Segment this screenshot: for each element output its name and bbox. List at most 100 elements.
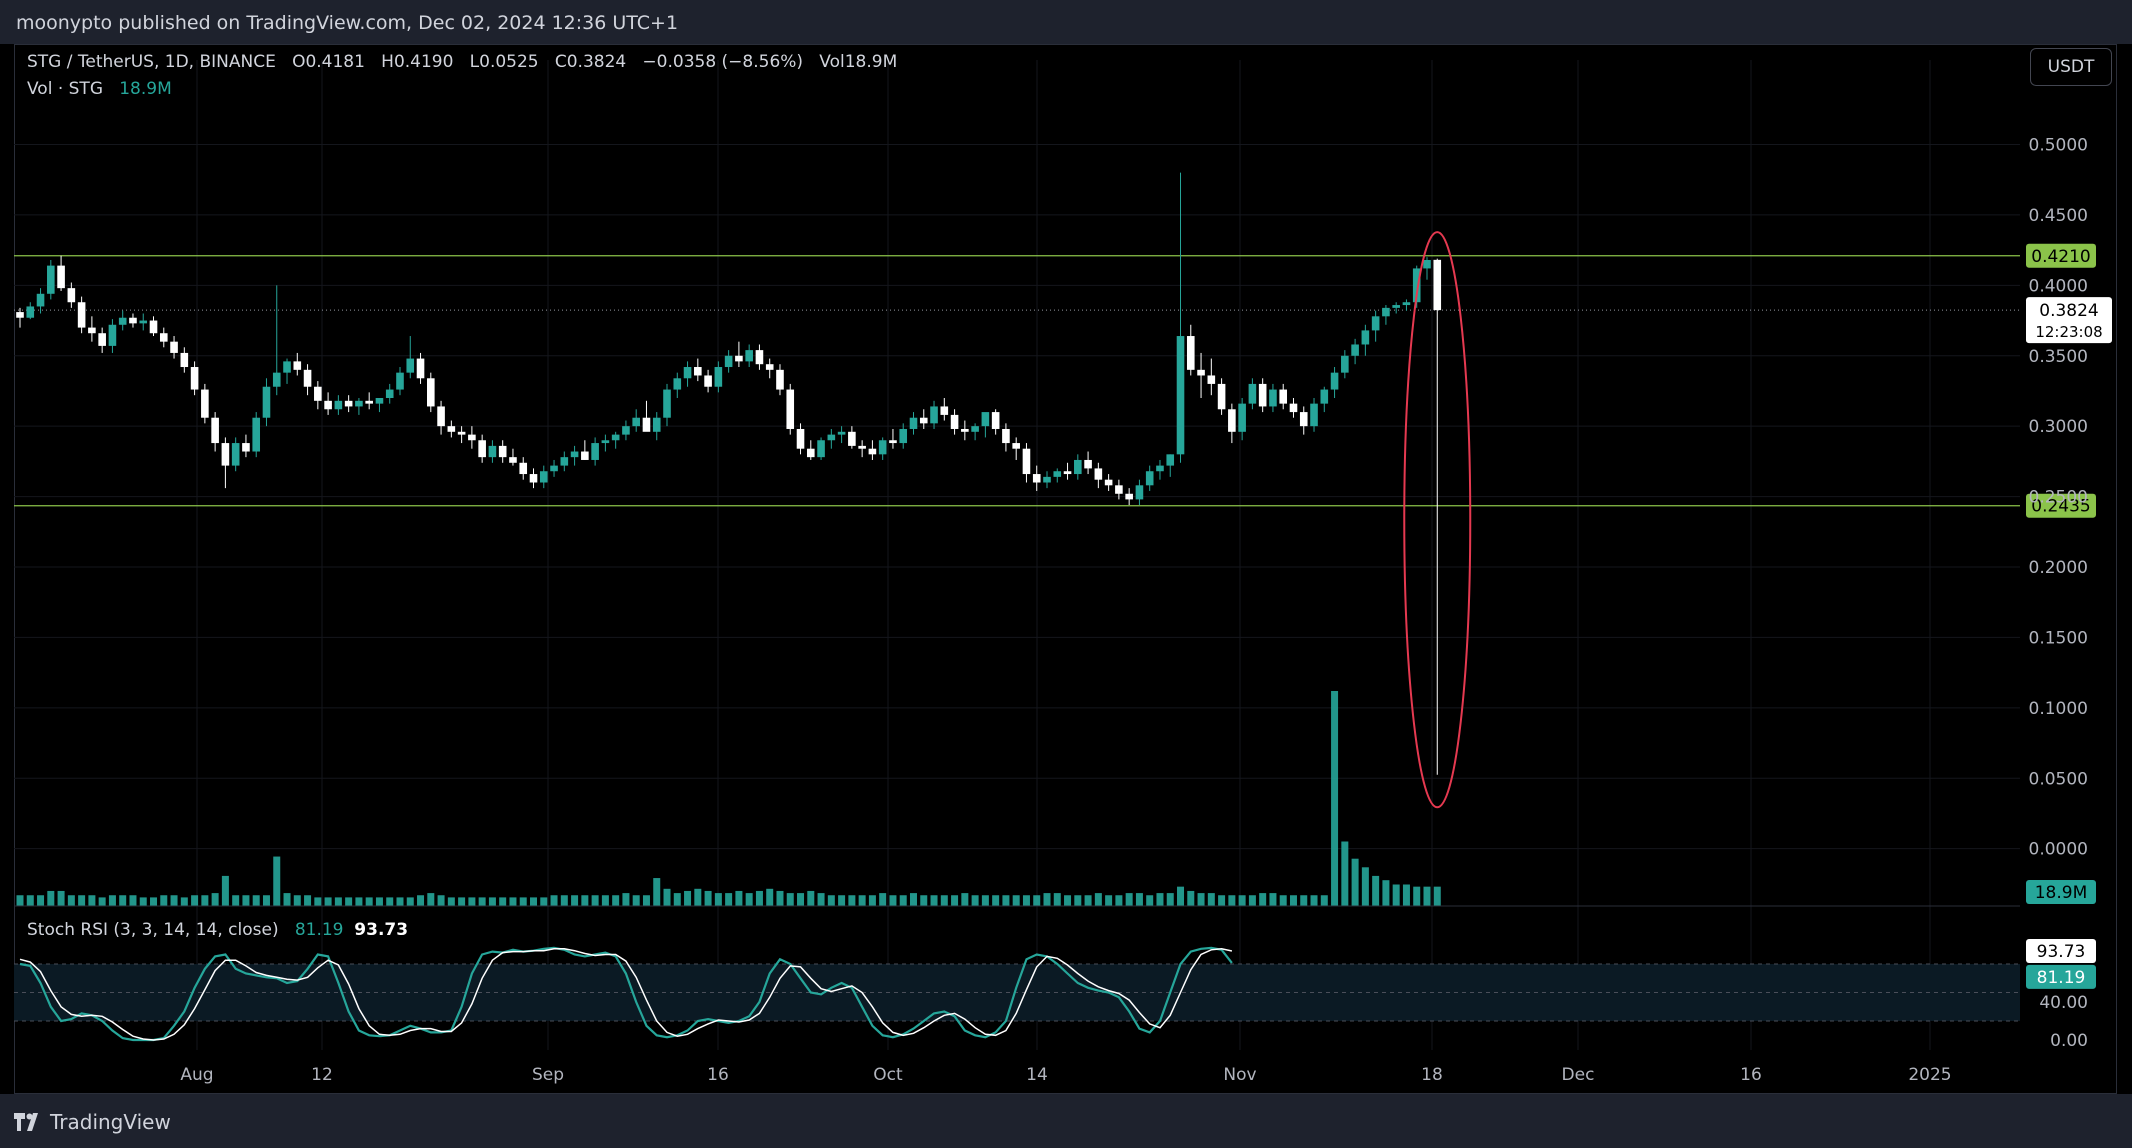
stoch-label[interactable]: Stoch RSI (3, 3, 14, 14, close) <box>27 920 279 940</box>
volume-bar <box>1402 884 1410 906</box>
currency-unit-button[interactable]: USDT <box>2030 48 2112 86</box>
candle-body <box>1248 383 1257 404</box>
candle-body <box>180 352 189 368</box>
candle-body <box>694 367 702 376</box>
volume-bar <box>1084 895 1092 906</box>
candle-body <box>1392 305 1400 308</box>
volume-bar <box>1002 895 1010 906</box>
candle-body <box>1351 344 1359 356</box>
candle-body <box>930 406 938 424</box>
candle-body <box>242 443 250 452</box>
volume-legend: Vol · STG 18.9M <box>27 79 172 99</box>
candle-body <box>16 312 24 318</box>
candle-body <box>88 327 96 334</box>
change-value: −0.0358 (−8.56%) <box>642 52 804 72</box>
candle-body <box>262 386 271 418</box>
stoch-k-badge <box>2026 964 2096 989</box>
vol-label: Vol <box>819 52 845 72</box>
volume-bar <box>221 875 229 906</box>
candle-body <box>334 400 343 410</box>
time-tick: 2025 <box>1908 1065 1951 1085</box>
candle-body <box>406 358 415 373</box>
stoch-legend: Stoch RSI (3, 3, 14, 14, close) 81.19 93… <box>27 920 408 940</box>
candle-body <box>293 361 302 370</box>
candle-body <box>283 361 291 373</box>
time-tick: Sep <box>532 1065 564 1085</box>
volume-bar <box>1269 893 1277 906</box>
candle-body <box>591 443 599 460</box>
candle-body <box>1433 259 1442 311</box>
volume-bar <box>601 895 609 906</box>
tradingview-brand[interactable]: TradingView <box>14 1110 171 1134</box>
open-value: 0.4181 <box>305 52 365 72</box>
volume-bar <box>57 890 65 906</box>
candle-body <box>416 358 425 379</box>
time-tick: Nov <box>1223 1065 1256 1085</box>
volume-bar <box>201 895 209 906</box>
price-tick: 0.4500 <box>2029 206 2088 226</box>
volume-bar <box>180 897 188 906</box>
candle-body <box>837 431 846 435</box>
candle-body <box>1269 389 1277 407</box>
candle-body <box>509 457 517 463</box>
price-tick: 0.3000 <box>2029 417 2088 437</box>
stoch-d-value: 93.73 <box>354 920 409 940</box>
volume-bar <box>47 890 55 906</box>
last-price-label: 0.3824 <box>2039 301 2098 321</box>
volume-bar <box>1372 875 1380 906</box>
candle-body <box>1156 465 1164 472</box>
time-tick: Dec <box>1562 1065 1595 1085</box>
volume-bar <box>37 895 45 906</box>
volume-bar <box>838 895 846 906</box>
volume-bar <box>447 897 455 906</box>
candle-body <box>129 317 137 324</box>
candle-body <box>108 324 117 346</box>
candle-body <box>26 306 35 318</box>
candle-body <box>1382 307 1390 317</box>
candle-body <box>1228 409 1236 432</box>
volume-bar <box>345 897 353 906</box>
candle-body <box>1217 383 1226 410</box>
volume-bar <box>1043 893 1051 906</box>
volume-bar <box>16 895 24 906</box>
candle-body <box>961 428 969 432</box>
volume-bar <box>827 895 835 906</box>
volume-bar <box>365 897 373 906</box>
candle-body <box>724 355 733 368</box>
volume-bar <box>951 895 959 906</box>
candle-body <box>1289 403 1298 413</box>
volume-bar <box>663 888 671 906</box>
volume-bar <box>478 897 486 906</box>
candle-body <box>652 417 661 432</box>
chart-frame[interactable] <box>14 44 2117 1094</box>
candle-body <box>1207 375 1216 384</box>
price-tick: 0.1000 <box>2029 699 2088 719</box>
volume-bar <box>807 890 815 906</box>
levels: 0.4210 0.2435 0.3824 12:23:08 18.9M <box>14 243 2112 904</box>
candle-body <box>36 293 45 307</box>
price-tick: 0.0000 <box>2029 840 2088 860</box>
volume-bar <box>98 897 106 906</box>
candle-body <box>950 414 959 429</box>
candle-body <box>786 389 795 429</box>
symbol-label[interactable]: STG / TetherUS, 1D, BINANCE <box>27 52 276 72</box>
volume-bar <box>375 897 383 906</box>
candle-body <box>1197 369 1205 376</box>
candle-body <box>899 428 908 444</box>
volume-bar <box>591 895 599 906</box>
volume-bar <box>632 895 640 906</box>
candle-body <box>1186 336 1195 370</box>
top-bar: moonypto published on TradingView.com, D… <box>0 0 2132 44</box>
volume-series-label[interactable]: Vol · STG <box>27 79 103 99</box>
close-label: C <box>554 52 567 72</box>
candle-body <box>1125 493 1133 500</box>
tradingview-logo-icon <box>14 1113 38 1131</box>
open-label: O <box>292 52 306 72</box>
candle-body <box>1135 485 1144 500</box>
stoch-d-badge <box>2026 938 2096 963</box>
volume-bar <box>67 895 75 906</box>
volume-bar <box>1115 895 1123 906</box>
candle-body <box>1053 471 1062 477</box>
candle-body <box>981 412 990 427</box>
